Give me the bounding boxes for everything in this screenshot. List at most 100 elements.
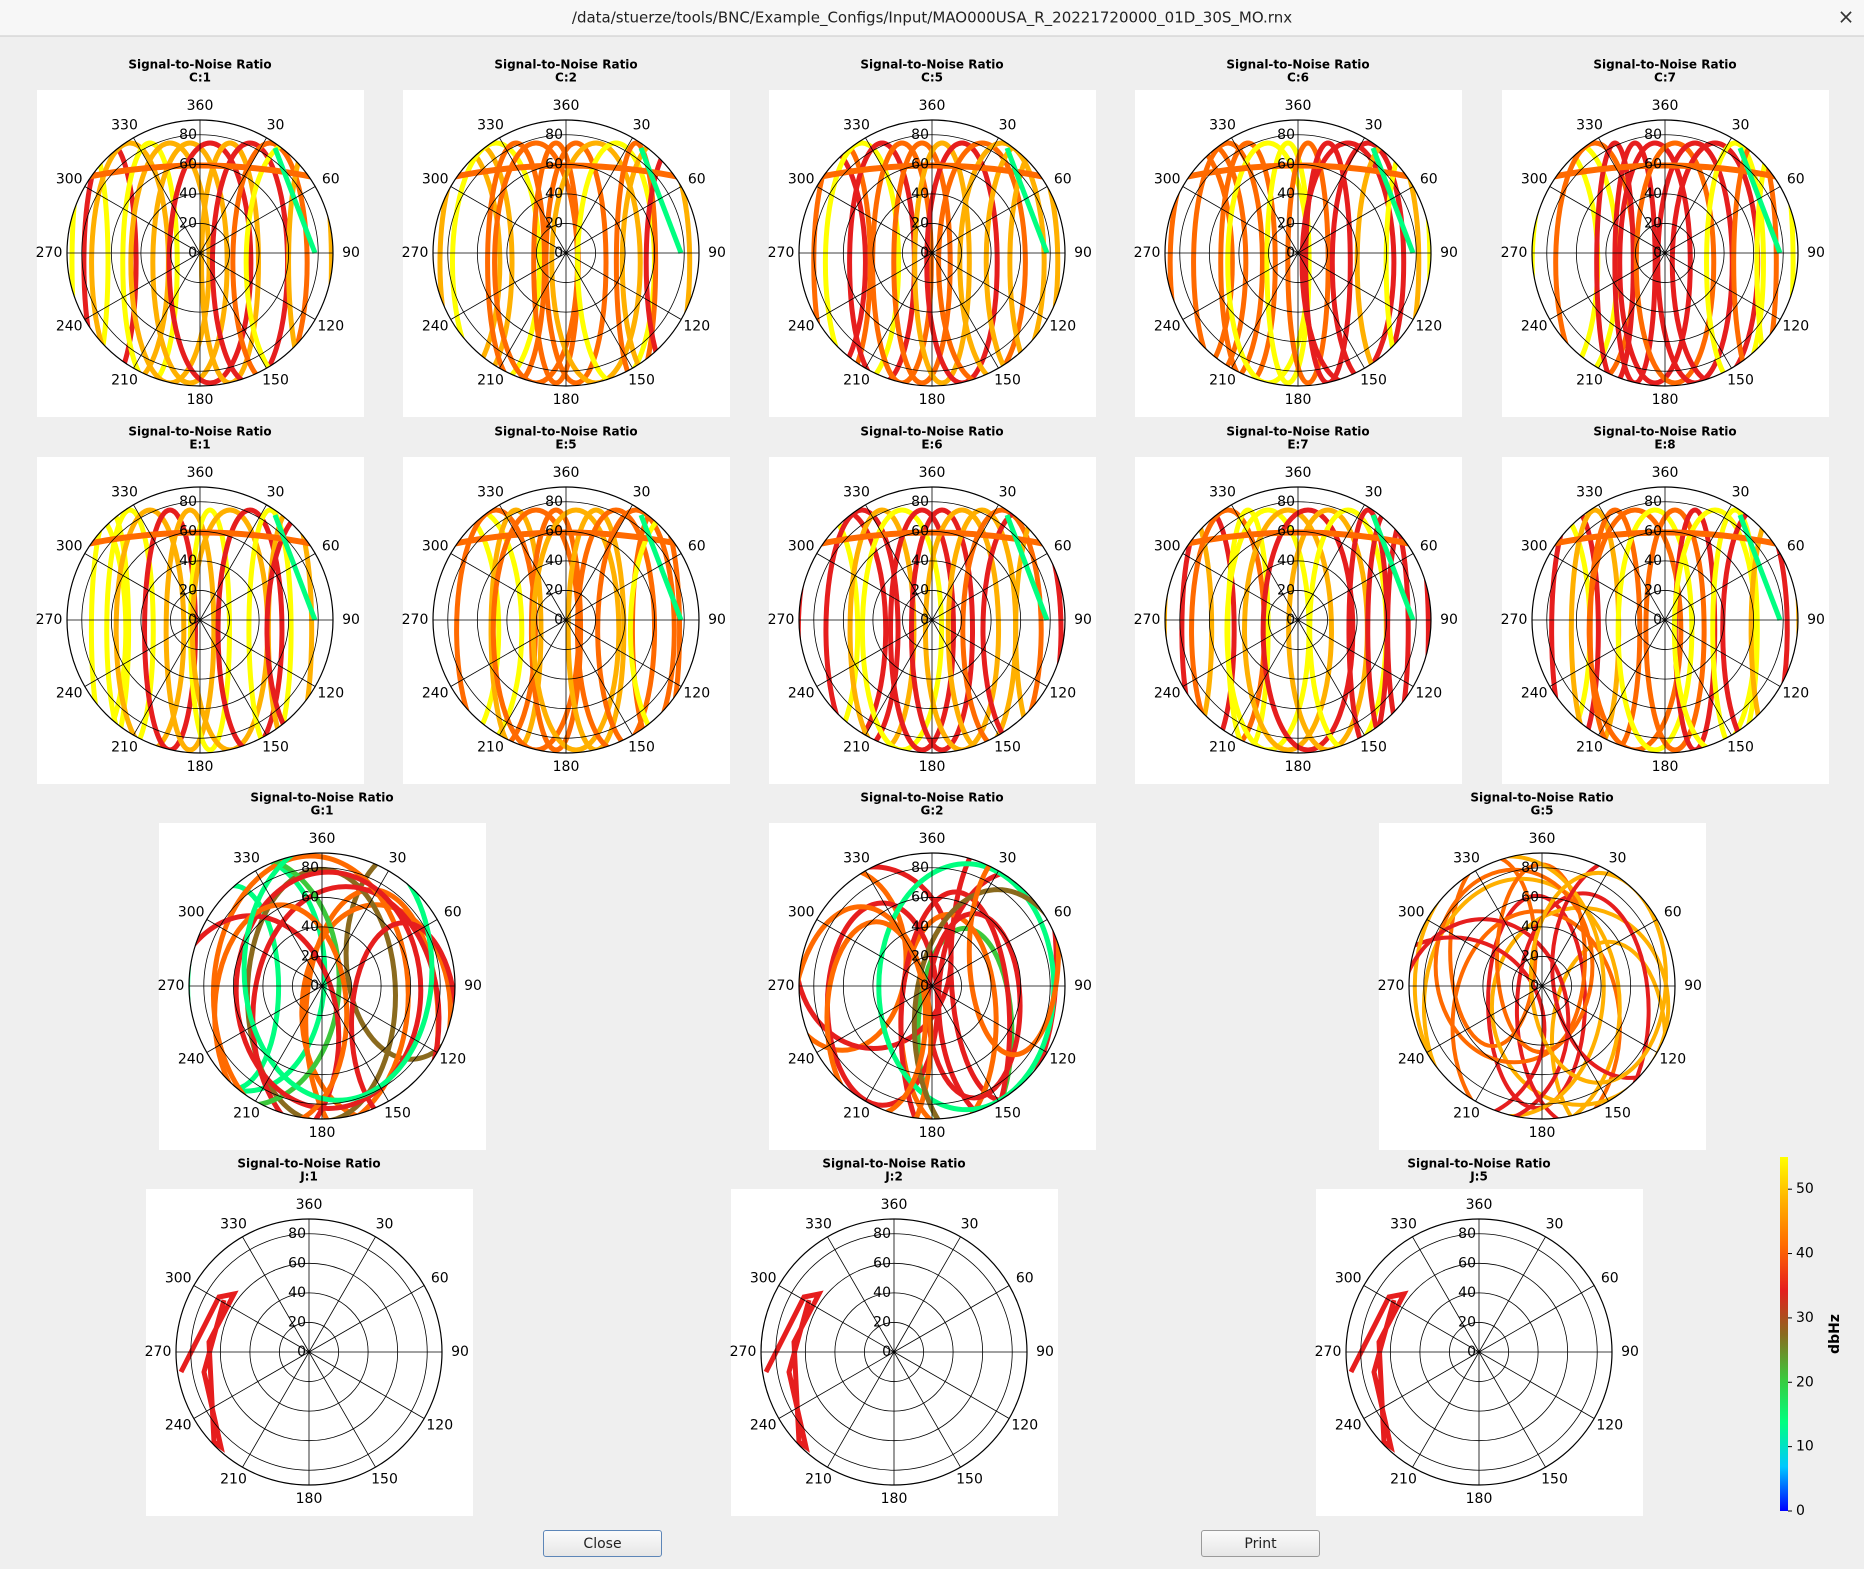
azimuth-label: 150 [262, 372, 289, 388]
track [1615, 507, 1695, 753]
track [1260, 507, 1356, 753]
radial-label: 80 [1521, 860, 1539, 876]
grid-spoke [1297, 252, 1365, 369]
azimuth-label: 330 [1209, 485, 1236, 501]
azimuth-label: 300 [788, 905, 815, 921]
grid-spoke [1549, 553, 1666, 621]
radial-label: 0 [920, 612, 929, 628]
close-button[interactable]: Close [543, 1530, 662, 1557]
azimuth-label: 270 [36, 612, 63, 628]
azimuth-label: 240 [165, 1418, 192, 1434]
track [1617, 140, 1693, 386]
radial-label: 0 [1653, 612, 1662, 628]
radial-label: 60 [1521, 889, 1539, 905]
grid-spoke [255, 985, 323, 1102]
plot-subtitle: C:7 [1654, 71, 1676, 85]
grid-spoke [1297, 619, 1414, 687]
plot-subtitle: C:5 [921, 71, 943, 85]
azimuth-label: 330 [1576, 485, 1603, 501]
azimuth-label: 150 [1541, 1471, 1568, 1487]
azimuth-label: 90 [1621, 1344, 1639, 1360]
grid-spoke [1297, 137, 1365, 254]
grid-spoke [1182, 619, 1299, 687]
grid-spoke [1598, 619, 1666, 736]
track [888, 507, 956, 753]
radial-label: 20 [545, 215, 563, 231]
grid-spoke [450, 186, 567, 254]
grid-spoke [193, 1351, 310, 1419]
azimuth-label: 360 [187, 465, 214, 481]
grid-spoke [1664, 504, 1732, 621]
grid-spoke [1664, 186, 1781, 254]
azimuth-label: 270 [36, 245, 63, 261]
azimuth-label: 210 [233, 1105, 260, 1121]
grid-spoke [1664, 252, 1732, 369]
radial-label: 40 [911, 553, 929, 569]
radial-label: 60 [1458, 1255, 1476, 1271]
grid-spoke [816, 252, 933, 320]
azimuth-label: 150 [628, 372, 655, 388]
azimuth-label: 90 [1074, 245, 1092, 261]
azimuth-label: 240 [1521, 686, 1548, 702]
grid-spoke [893, 1351, 961, 1468]
azimuth-label: 180 [1652, 392, 1679, 408]
grid-spoke [865, 504, 933, 621]
plot-subtitle: G:1 [311, 804, 334, 818]
radial-label: 0 [188, 245, 197, 261]
grid-spoke [827, 1236, 895, 1353]
radial-label: 20 [911, 582, 929, 598]
grid-spoke [565, 252, 633, 369]
plot-title: Signal-to-Noise Ratio [237, 1157, 380, 1171]
radial-label: 60 [911, 523, 929, 539]
azimuth-label: 30 [1365, 485, 1383, 501]
grid-spoke [1297, 553, 1414, 621]
colorbar-label: dbHz [1827, 1314, 1843, 1354]
azimuth-label: 330 [1390, 1217, 1417, 1233]
plot-title: Signal-to-Noise Ratio [1226, 58, 1369, 72]
window-close-icon[interactable]: × [1838, 5, 1855, 29]
grid-spoke [1598, 504, 1666, 621]
radial-label: 80 [288, 1226, 306, 1242]
azimuth-label: 270 [1134, 612, 1161, 628]
radial-label: 40 [545, 553, 563, 569]
azimuth-label: 180 [1466, 1491, 1493, 1507]
azimuth-label: 30 [389, 851, 407, 867]
grid-spoke [242, 1236, 310, 1353]
grid-spoke [1475, 985, 1543, 1102]
radial-label: 40 [179, 553, 197, 569]
grid-spoke [1182, 553, 1299, 621]
grid-spoke [308, 1351, 425, 1419]
grid-spoke [206, 985, 323, 1053]
grid-spoke [1231, 504, 1299, 621]
azimuth-label: 210 [1576, 372, 1603, 388]
print-button[interactable]: Print [1201, 1530, 1320, 1557]
azimuth-label: 360 [309, 831, 336, 847]
azimuth-label: 150 [1604, 1105, 1631, 1121]
azimuth-label: 180 [553, 392, 580, 408]
radial-label: 40 [911, 186, 929, 202]
azimuth-label: 60 [322, 539, 340, 555]
azimuth-label: 90 [1684, 978, 1702, 994]
azimuth-label: 270 [730, 1344, 757, 1360]
azimuth-label: 90 [451, 1344, 469, 1360]
radial-label: 40 [1521, 919, 1539, 935]
grid-spoke [1231, 137, 1299, 254]
grid-spoke [1231, 252, 1299, 369]
azimuth-label: 360 [553, 98, 580, 114]
plot-subtitle: E:6 [921, 438, 942, 452]
azimuth-label: 330 [843, 118, 870, 134]
azimuth-label: 330 [220, 1217, 247, 1233]
azimuth-label: 120 [1782, 319, 1809, 335]
azimuth-label: 300 [178, 905, 205, 921]
azimuth-label: 330 [805, 1217, 832, 1233]
grid-spoke [931, 252, 999, 369]
azimuth-label: 60 [322, 172, 340, 188]
radial-label: 60 [288, 1255, 306, 1271]
grid-spoke [308, 1285, 425, 1353]
radial-label: 20 [1277, 215, 1295, 231]
grid-spoke [199, 619, 267, 736]
grid-spoke [1549, 252, 1666, 320]
plot-subtitle: C:2 [555, 71, 577, 85]
